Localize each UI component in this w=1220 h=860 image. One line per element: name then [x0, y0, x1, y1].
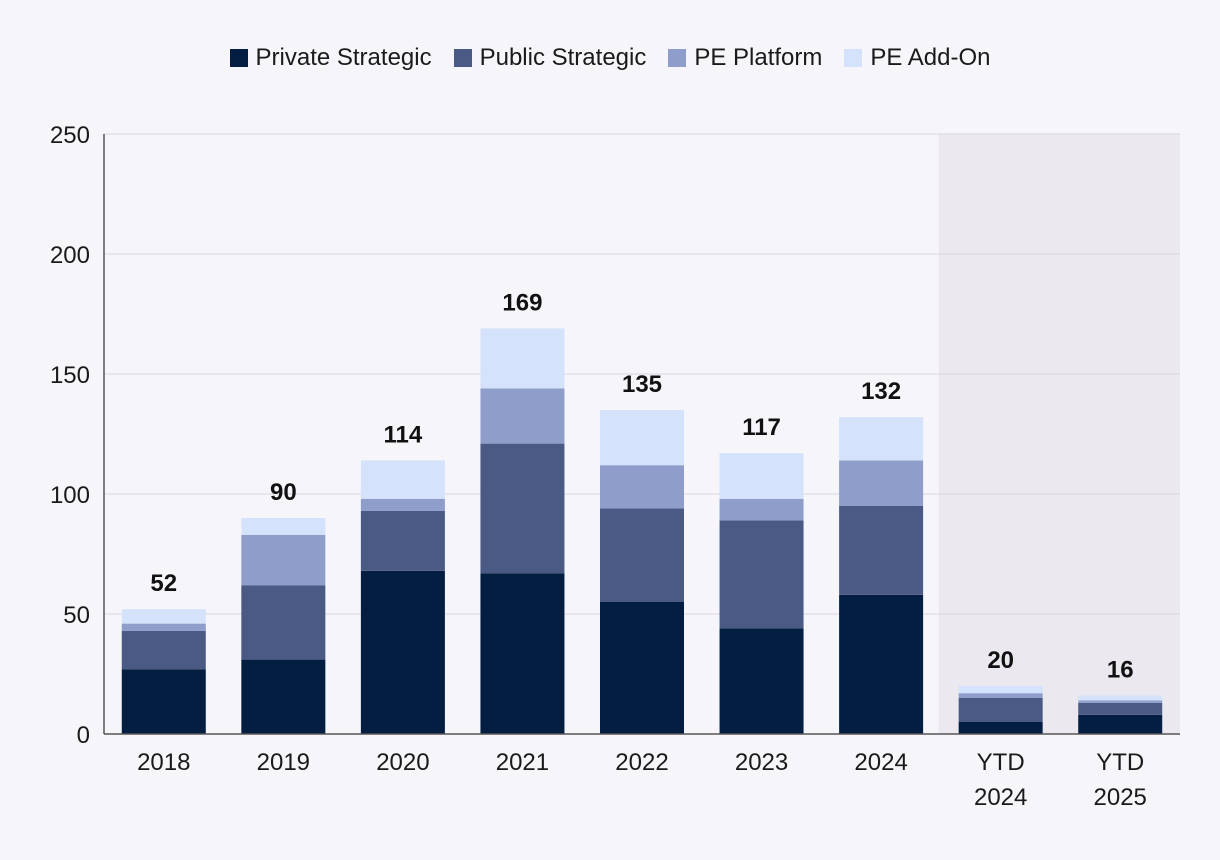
bar-ytd-2024-pe-platform: [958, 693, 1043, 698]
bar-2022-public-strategic: [600, 508, 684, 602]
legend: Private Strategic Public Strategic PE Plat…: [0, 44, 1220, 72]
legend-item-pe-add-on: PE Add-On: [844, 44, 990, 72]
bar-ytd-2025-private-strategic: [1078, 714, 1163, 734]
bar-2019-private-strategic: [241, 659, 326, 734]
y-tick-label-200: 200: [50, 242, 90, 269]
legend-swatch-private-strategic: [229, 49, 248, 67]
bar-2020-private-strategic: [360, 570, 445, 734]
legend-swatch-pe-platform: [668, 49, 687, 67]
bar-2024-pe-platform: [839, 460, 924, 506]
legend-item-pe-platform: PE Platform: [668, 44, 822, 72]
bar-2022-private-strategic: [600, 602, 684, 734]
total-label-2024: 132: [861, 378, 901, 405]
bar-2018-pe-platform: [121, 623, 206, 631]
bar-2023-pe-platform: [719, 498, 804, 521]
x-tick-label-ytd-2024-line2: 2024: [974, 784, 1027, 811]
total-label-ytd-2024: 20: [987, 647, 1014, 674]
legend-label-public-strategic: Public Strategic: [479, 44, 647, 71]
bar-2023-private-strategic: [719, 628, 804, 734]
legend-swatch-pe-add-on: [844, 49, 863, 67]
bar-2018-public-strategic: [121, 630, 206, 670]
x-tick-label-ytd-2025-line1: YTD: [1096, 749, 1144, 776]
x-tick-label-2018: 2018: [137, 749, 190, 776]
legend-item-public-strategic: Public Strategic: [453, 44, 647, 72]
y-tick-label-0: 0: [77, 722, 90, 749]
x-tick-label-ytd-2024-line1: YTD: [977, 749, 1025, 776]
x-tick-label-2021: 2021: [496, 749, 549, 776]
y-tick-label-250: 250: [50, 122, 90, 149]
bar-ytd-2025-pe-add-on: [1078, 695, 1163, 701]
ytd-highlight-region: [938, 134, 1180, 734]
bar-2021-public-strategic: [480, 443, 565, 574]
bar-2018-private-strategic: [121, 669, 206, 734]
total-label-2022: 135: [622, 371, 662, 398]
bar-2024-private-strategic: [839, 594, 924, 734]
bar-2022-pe-add-on: [600, 410, 684, 466]
bar-2020-public-strategic: [360, 510, 445, 571]
bar-2024-public-strategic: [839, 506, 924, 595]
total-label-2023: 117: [742, 414, 781, 441]
bar-2023-pe-add-on: [719, 453, 804, 499]
bar-2021-pe-platform: [480, 388, 565, 444]
y-tick-label-150: 150: [50, 362, 90, 389]
total-label-2019: 90: [270, 479, 297, 506]
x-tick-label-2024: 2024: [854, 749, 907, 776]
total-label-ytd-2025: 16: [1107, 657, 1134, 684]
bar-ytd-2025-pe-platform: [1078, 700, 1163, 703]
total-label-2020: 114: [384, 421, 423, 448]
bar-ytd-2024-public-strategic: [958, 698, 1043, 722]
legend-swatch-public-strategic: [453, 49, 472, 67]
bar-2020-pe-add-on: [360, 460, 445, 499]
legend-label-pe-add-on: PE Add-On: [870, 44, 991, 71]
bar-2022-pe-platform: [600, 465, 684, 509]
x-tick-label-2019: 2019: [257, 749, 310, 776]
total-label-2018: 52: [150, 570, 177, 597]
bar-2024-pe-add-on: [839, 417, 924, 461]
bar-2023-public-strategic: [719, 520, 804, 629]
bar-2018-pe-add-on: [121, 609, 206, 624]
x-tick-label-2022: 2022: [615, 749, 668, 776]
bar-2019-pe-platform: [241, 534, 326, 586]
y-tick-label-50: 50: [63, 602, 90, 629]
total-label-2021: 169: [502, 289, 542, 316]
legend-label-private-strategic: Private Strategic: [255, 44, 432, 71]
bar-ytd-2024-private-strategic: [958, 722, 1043, 734]
legend-item-private-strategic: Private Strategic: [229, 44, 432, 72]
bar-2020-pe-platform: [360, 498, 445, 511]
y-tick-label-100: 100: [50, 482, 90, 509]
bar-2021-private-strategic: [480, 573, 565, 734]
bar-ytd-2025-public-strategic: [1078, 702, 1163, 715]
x-tick-label-2023: 2023: [735, 749, 788, 776]
legend-label-pe-platform: PE Platform: [694, 44, 823, 71]
bar-ytd-2024-pe-add-on: [958, 686, 1043, 694]
bar-2019-pe-add-on: [241, 518, 326, 535]
bar-2021-pe-add-on: [480, 328, 565, 389]
x-tick-label-2020: 2020: [376, 749, 429, 776]
x-tick-label-ytd-2025-line2: 2025: [1094, 784, 1147, 811]
bar-2019-public-strategic: [241, 585, 326, 660]
